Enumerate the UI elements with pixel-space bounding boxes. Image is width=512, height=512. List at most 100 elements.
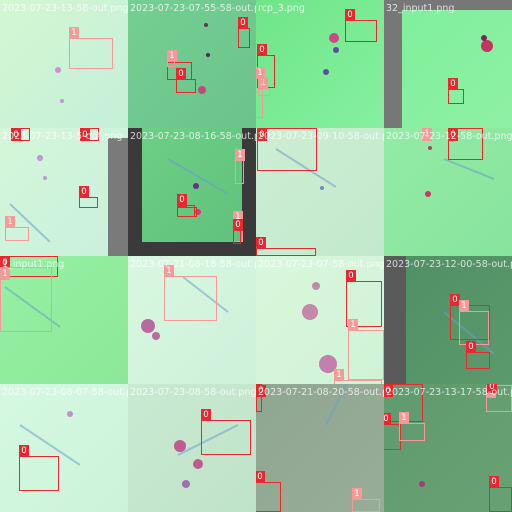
detection-box: 1	[69, 27, 113, 69]
tile-filename: 2023-07-23-08-16-58-out.png	[130, 131, 256, 142]
defect-spot	[193, 183, 199, 189]
image-tile: 1 2023-07-23-13-58-out.png	[0, 0, 128, 128]
tile-image	[0, 128, 128, 256]
detection-box: 1	[459, 300, 489, 345]
image-tile: 100102023-07-23-08-16-58-out.png	[128, 128, 256, 256]
detection-box: 1	[235, 149, 245, 184]
detection-box: 0	[256, 471, 281, 512]
detection-class-label: 1	[235, 149, 245, 161]
detection-class-label: 1	[5, 216, 15, 228]
image-border-region	[384, 0, 402, 128]
detection-class-label: 0	[256, 471, 265, 483]
detection-class-label: 0	[450, 294, 460, 306]
detection-class-label: 0	[176, 68, 186, 80]
tile-filename: 2023-07-23-09-10-58-out.png	[258, 131, 384, 142]
defect-spot	[193, 459, 203, 469]
detection-class-label: 1	[233, 211, 243, 223]
defect-spot	[428, 146, 432, 150]
detection-box: 1	[256, 67, 265, 118]
image-tile: 1 0 2023-07-23-12-58-out.png	[384, 128, 512, 256]
tile-filename: 2023-07-23-07-55-58-out.png	[130, 3, 256, 14]
detection-box: 1	[422, 128, 432, 141]
detection-class-label: 1	[352, 488, 362, 500]
defect-spot	[152, 332, 160, 340]
detection-class-label: 0	[346, 270, 356, 282]
detection-box: 0	[238, 17, 250, 48]
detection-class-label: 0	[466, 341, 476, 353]
detection-box: 0	[345, 9, 377, 42]
detection-box: 0	[79, 186, 98, 208]
detection-class-label: 0	[177, 194, 187, 206]
tile-filename: 2023-07-23-08-58-out.png	[130, 387, 256, 398]
defect-spot	[481, 35, 487, 41]
image-border-region	[384, 256, 406, 384]
detection-class-label: 0	[257, 44, 267, 56]
detection-class-label: 1	[164, 265, 174, 277]
tile-image	[0, 256, 128, 384]
tile-image	[256, 0, 384, 128]
detection-box: 0	[0, 256, 58, 277]
detection-box: 0	[448, 128, 483, 160]
tile-image	[384, 384, 512, 512]
detection-class-label: 1	[348, 319, 358, 331]
detection-class-label: 0	[0, 257, 10, 269]
detection-class-label: 0	[489, 476, 499, 488]
detection-box: 0	[19, 445, 59, 491]
detection-class-label: 1	[334, 369, 344, 381]
detection-box: 0	[177, 194, 195, 217]
defect-spot	[141, 319, 155, 333]
detection-box: 1	[352, 488, 380, 512]
defect-spot	[302, 304, 318, 320]
defect-spot	[204, 23, 208, 27]
detection-class-label: 1	[69, 27, 79, 39]
detection-box: 1	[5, 216, 29, 241]
detection-box: 0	[257, 128, 317, 171]
detection-box: 0	[466, 341, 490, 369]
image-tile: 0 32_input1.png	[384, 0, 512, 128]
image-tile: 0 2023-07-23-08-58-out.png	[128, 384, 256, 512]
image-border-region	[108, 138, 128, 256]
detection-box: 1	[167, 50, 177, 67]
detection-box: 1	[334, 369, 382, 384]
detection-box: 0	[489, 476, 512, 512]
detection-box: 0	[384, 413, 401, 450]
detection-box: 0	[256, 384, 266, 412]
detection-box: 1	[399, 412, 425, 441]
detection-class-label: 0	[233, 219, 243, 231]
tile-image	[384, 0, 512, 128]
defect-spot	[425, 191, 431, 197]
defect-spot	[481, 40, 493, 52]
tile-filename: 2023-07-23-13-5-out.png	[2, 131, 123, 142]
tile-image	[256, 384, 384, 512]
tile-filename: 2023-07-21-08-18-58-out.png	[130, 259, 256, 270]
image-tile: 0 2023-07-23-08-07-58-out.png	[0, 384, 128, 512]
image-tile: 0 0 1 2023-07-21-08-20-58-out.png	[256, 384, 384, 512]
detection-class-label: 0	[384, 413, 391, 425]
detection-class-label: 0	[448, 129, 458, 141]
tile-filename: rcp_3.png	[258, 3, 305, 14]
image-tile: 0 1 1 2023-07-23-07-58-out.png	[256, 256, 384, 384]
defect-spot	[182, 480, 190, 488]
detection-box: 0	[176, 68, 196, 93]
detection-box: 0	[11, 128, 30, 141]
detection-box: 0	[448, 78, 464, 104]
detection-class-label: 0	[79, 186, 89, 198]
defect-spot	[320, 186, 324, 190]
tile-filename: 2023-07-23-12-58-out.png	[386, 131, 512, 142]
tile-filename: 2023-07-23-13-58-out.png	[2, 3, 128, 14]
tile-image	[128, 0, 256, 128]
defect-spot	[198, 86, 206, 94]
defect-spot	[323, 69, 329, 75]
defect-spot	[67, 411, 73, 417]
tile-image	[128, 128, 256, 256]
image-border-region	[128, 242, 256, 256]
tile-filename: 2023-07-21-08-20-58-out.png	[258, 387, 384, 398]
detection-class-label: 1	[167, 50, 177, 62]
detection-class-label: 0	[11, 129, 21, 141]
defect-spot	[55, 67, 61, 73]
defect-spot	[174, 440, 186, 452]
